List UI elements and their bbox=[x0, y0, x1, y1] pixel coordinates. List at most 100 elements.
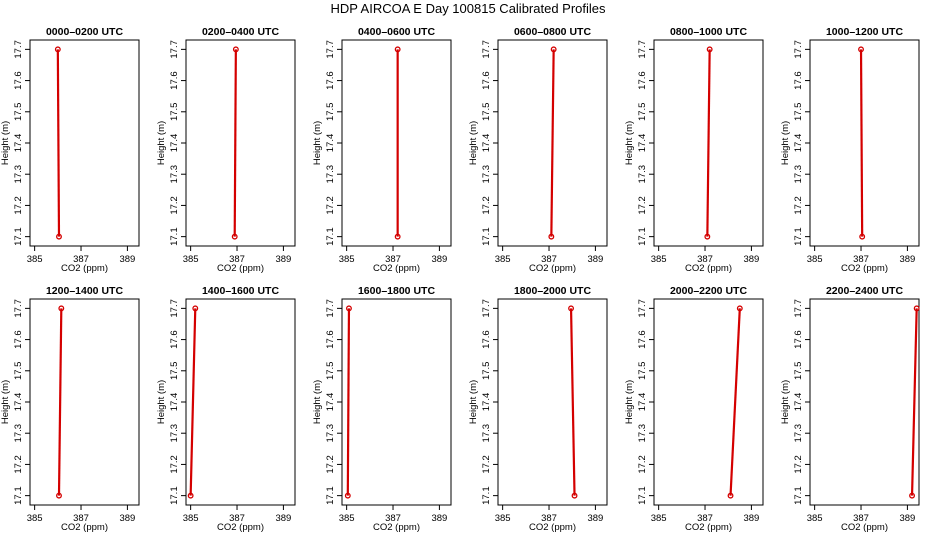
y-tick-label: 17.3 bbox=[325, 165, 336, 184]
x-tick-label: 385 bbox=[807, 254, 823, 265]
y-tick-label: 17.5 bbox=[793, 362, 804, 381]
x-tick-label: 387 bbox=[853, 254, 869, 265]
x-tick-label: 385 bbox=[183, 513, 199, 524]
profile-line bbox=[729, 308, 741, 496]
y-axis-label: Height (m) bbox=[312, 380, 323, 424]
y-tick-label: 17.4 bbox=[637, 134, 648, 153]
y-tick-label: 17.2 bbox=[169, 455, 180, 474]
x-tick-label: 389 bbox=[275, 254, 291, 265]
y-tick-label: 17.4 bbox=[13, 393, 24, 412]
y-tick-label: 17.4 bbox=[793, 134, 804, 153]
y-tick-label: 17.1 bbox=[169, 486, 180, 505]
y-tick-label: 17.5 bbox=[325, 103, 336, 122]
x-tick-label: 389 bbox=[119, 254, 135, 265]
x-tick-label: 389 bbox=[743, 254, 759, 265]
y-axis-label: Height (m) bbox=[624, 380, 635, 424]
y-tick-label: 17.1 bbox=[481, 227, 492, 246]
data-point bbox=[706, 46, 713, 53]
y-tick-label: 17.6 bbox=[325, 330, 336, 349]
panel-10: 1800–2000 UTC 385 387 389 17.1 17.2 17.3 17.4 17… bbox=[468, 285, 608, 533]
profile-line bbox=[859, 49, 864, 237]
y-tick-label: 17.6 bbox=[169, 71, 180, 90]
panel-12: 2200–2400 UTC 385 387 389 17.1 17.2 17.3 17.4 17… bbox=[780, 285, 920, 533]
x-tick-label: 389 bbox=[899, 513, 915, 524]
y-tick-label: 17.1 bbox=[637, 486, 648, 505]
y-tick-label: 17.3 bbox=[325, 424, 336, 443]
profile-line bbox=[189, 308, 197, 496]
x-axis-label: CO2 (ppm) bbox=[685, 522, 732, 533]
panel-7: 1200–1400 UTC 385 387 389 17.1 17.2 17.3 17.4 17… bbox=[0, 285, 140, 533]
panel-title: 2200–2400 UTC bbox=[826, 285, 903, 297]
panel-title: 1800–2000 UTC bbox=[514, 285, 591, 297]
data-point bbox=[56, 233, 62, 240]
data-point bbox=[704, 233, 711, 240]
y-tick-label: 17.6 bbox=[793, 330, 804, 349]
x-tick-label: 387 bbox=[385, 254, 401, 265]
profile-line bbox=[569, 308, 576, 496]
y-tick-label: 17.3 bbox=[637, 165, 648, 184]
x-tick-label: 387 bbox=[229, 254, 245, 265]
x-axis-label: CO2 (ppm) bbox=[61, 263, 108, 274]
x-axis-label: CO2 (ppm) bbox=[217, 522, 264, 533]
x-tick-label: 389 bbox=[899, 254, 915, 265]
plot-frame bbox=[185, 39, 296, 247]
data-point bbox=[568, 305, 575, 312]
y-tick-label: 17.5 bbox=[169, 362, 180, 381]
y-tick-label: 17.2 bbox=[325, 196, 336, 215]
plot-frame bbox=[29, 39, 140, 247]
figure-title: HDP AIRCOA E Day 100815 Calibrated Profi… bbox=[330, 1, 606, 16]
data-point bbox=[58, 305, 65, 312]
x-axis-label: CO2 (ppm) bbox=[373, 522, 420, 533]
x-tick-label: 389 bbox=[431, 254, 447, 265]
y-tick-label: 17.1 bbox=[325, 227, 336, 246]
y-tick-label: 17.4 bbox=[325, 393, 336, 412]
data-point bbox=[550, 46, 557, 53]
y-tick-label: 17.6 bbox=[481, 330, 492, 349]
x-tick-label: 385 bbox=[495, 513, 511, 524]
panel-4: 0600–0800 UTC 385 387 389 17.1 17.2 17.3 17.4 17… bbox=[468, 26, 608, 274]
y-tick-label: 17.6 bbox=[13, 330, 24, 349]
y-tick-label: 17.4 bbox=[481, 134, 492, 153]
x-tick-label: 387 bbox=[697, 513, 713, 524]
y-tick-label: 17.5 bbox=[637, 362, 648, 381]
data-point bbox=[231, 233, 238, 240]
x-tick-label: 387 bbox=[73, 254, 89, 265]
panel-1: 0000–0200 UTC 385 387 389 17.1 17.2 17.3 17.4 17… bbox=[0, 26, 140, 274]
y-tick-label: 17.4 bbox=[13, 134, 24, 153]
panel-6: 1000–1200 UTC 385 387 389 17.1 17.2 17.3 17.4 17… bbox=[780, 26, 920, 274]
y-tick-label: 17.1 bbox=[793, 486, 804, 505]
data-point bbox=[346, 305, 352, 312]
y-tick-label: 17.2 bbox=[637, 196, 648, 215]
y-axis-label: Height (m) bbox=[156, 380, 167, 424]
y-tick-label: 17.7 bbox=[169, 40, 180, 59]
data-point bbox=[394, 46, 401, 53]
y-axis-label: Height (m) bbox=[0, 380, 11, 424]
x-tick-label: 389 bbox=[743, 513, 759, 524]
y-tick-label: 17.3 bbox=[793, 165, 804, 184]
plot-frame bbox=[185, 298, 296, 506]
x-tick-label: 385 bbox=[651, 513, 667, 524]
panel-title: 0800–1000 UTC bbox=[670, 26, 747, 38]
y-tick-label: 17.6 bbox=[169, 330, 180, 349]
x-axis-label: CO2 (ppm) bbox=[685, 263, 732, 274]
x-tick-label: 387 bbox=[853, 513, 869, 524]
data-point bbox=[344, 492, 351, 499]
y-tick-label: 17.2 bbox=[481, 196, 492, 215]
profile-line bbox=[233, 49, 237, 237]
y-tick-label: 17.7 bbox=[169, 299, 180, 318]
y-tick-label: 17.7 bbox=[637, 40, 648, 59]
y-tick-label: 17.6 bbox=[13, 71, 24, 90]
y-tick-label: 17.7 bbox=[13, 299, 24, 318]
y-tick-label: 17.5 bbox=[481, 362, 492, 381]
y-axis-label: Height (m) bbox=[156, 121, 167, 165]
x-axis-label: CO2 (ppm) bbox=[373, 263, 420, 274]
y-tick-label: 17.3 bbox=[481, 165, 492, 184]
data-point bbox=[859, 233, 866, 240]
x-tick-label: 385 bbox=[183, 254, 199, 265]
data-point bbox=[571, 492, 578, 499]
y-tick-label: 17.2 bbox=[169, 196, 180, 215]
x-axis-label: CO2 (ppm) bbox=[529, 522, 576, 533]
y-axis-label: Height (m) bbox=[624, 121, 635, 165]
panel-11: 2000–2200 UTC 385 387 389 17.1 17.2 17.3 17.4 17… bbox=[624, 285, 764, 533]
y-tick-label: 17.3 bbox=[637, 424, 648, 443]
